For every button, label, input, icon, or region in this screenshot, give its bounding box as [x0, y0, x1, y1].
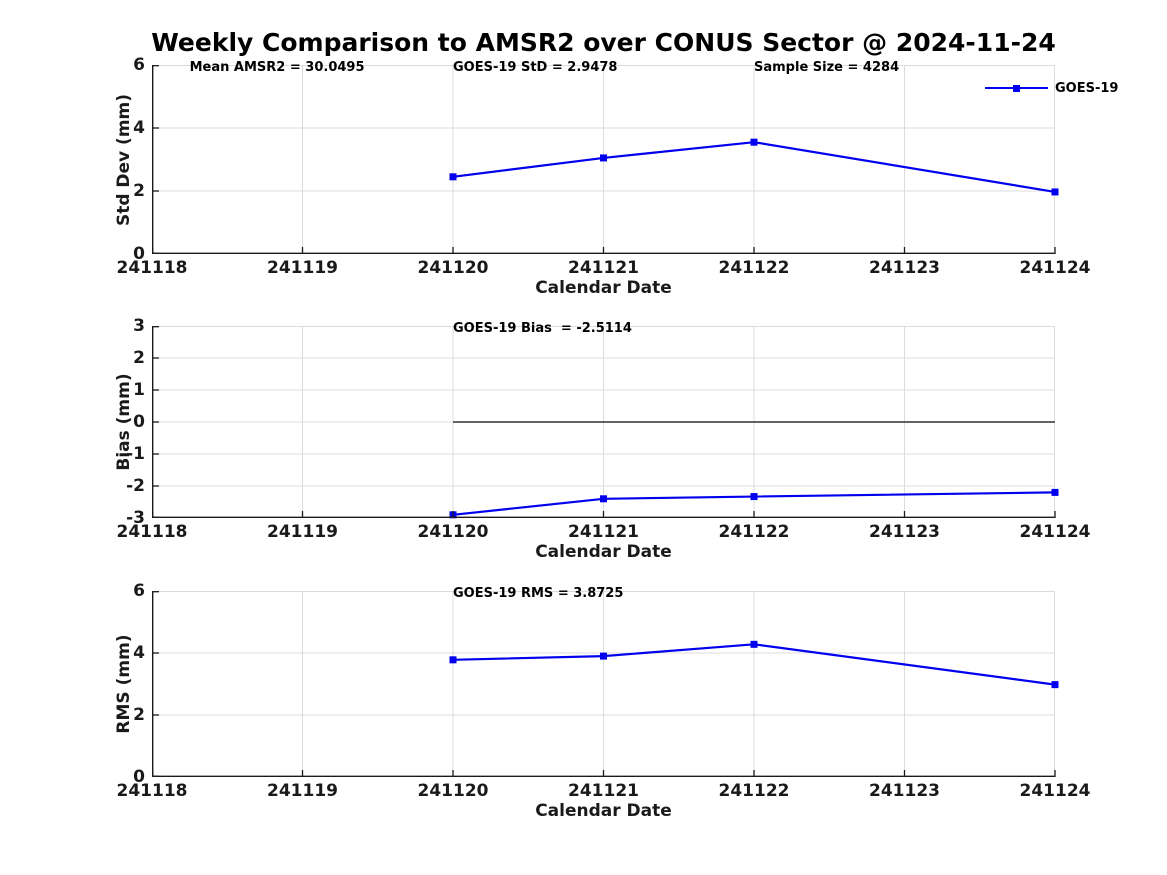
y-axis-label: Bias (mm) [114, 373, 134, 471]
y-tick-label: 6 [133, 55, 145, 75]
y-tick-label: 0 [133, 767, 145, 787]
legend-line-sample [985, 84, 1048, 92]
y-tick-label: -1 [126, 444, 145, 464]
x-tick-label: 241124 [1019, 781, 1091, 801]
annotation-text: GOES-19 StD = 2.9478 [453, 60, 618, 75]
x-tick-label: 241120 [417, 522, 489, 542]
y-tick-label: -2 [126, 476, 145, 496]
y-axis-label: Std Dev (mm) [114, 93, 134, 226]
annotation-text: Sample Size = 4284 [754, 60, 900, 75]
x-tick-label: 241121 [568, 522, 639, 542]
y-tick-label: 2 [133, 181, 145, 201]
x-axis-label: Calendar Date [535, 542, 672, 562]
y-tick-label: 0 [133, 412, 145, 432]
x-tick-label: 241122 [718, 258, 790, 278]
x-tick-label: 241123 [869, 258, 940, 278]
y-tick-label: -3 [126, 508, 145, 528]
x-tick-label: 241122 [718, 781, 790, 801]
y-tick-label: 4 [133, 118, 145, 138]
x-axis-label: Calendar Date [535, 801, 672, 821]
annotation-text: Mean AMSR2 = 30.0495 [189, 60, 365, 75]
plot-area-rms [151, 591, 1059, 778]
y-tick-label: 1 [133, 380, 145, 400]
x-tick-label: 241121 [568, 781, 639, 801]
x-tick-label: 241123 [869, 522, 940, 542]
x-tick-label: 241118 [116, 258, 188, 278]
y-tick-label: 2 [133, 705, 145, 725]
legend-square-marker-icon [1013, 84, 1020, 92]
plot-area-bias [151, 326, 1059, 519]
legend: GOES-19 [985, 80, 1118, 96]
x-tick-label: 241119 [267, 522, 338, 542]
x-tick-label: 241120 [417, 258, 489, 278]
x-tick-label: 241119 [267, 781, 338, 801]
x-tick-label: 241122 [718, 522, 790, 542]
y-tick-label: 2 [133, 348, 145, 368]
y-tick-label: 0 [133, 244, 145, 264]
x-tick-label: 241123 [869, 781, 940, 801]
annotation-text: GOES-19 Bias = -2.5114 [453, 321, 632, 336]
y-axis-label: RMS (mm) [114, 634, 134, 734]
x-tick-label: 241118 [116, 522, 188, 542]
x-tick-label: 241118 [116, 781, 188, 801]
x-tick-label: 241121 [568, 258, 639, 278]
x-axis-label: Calendar Date [535, 278, 672, 298]
annotation-text: GOES-19 RMS = 3.8725 [453, 586, 624, 601]
plot-area-std-dev [151, 65, 1059, 255]
x-tick-label: 241124 [1019, 258, 1091, 278]
y-tick-label: 4 [133, 643, 145, 663]
x-tick-label: 241120 [417, 781, 489, 801]
y-tick-label: 3 [133, 316, 145, 336]
chart-title: Weekly Comparison to AMSR2 over CONUS Se… [151, 28, 1056, 57]
x-tick-label: 241124 [1019, 522, 1091, 542]
x-tick-label: 241119 [267, 258, 338, 278]
legend-label: GOES-19 [1055, 80, 1119, 96]
y-tick-label: 6 [133, 581, 145, 601]
